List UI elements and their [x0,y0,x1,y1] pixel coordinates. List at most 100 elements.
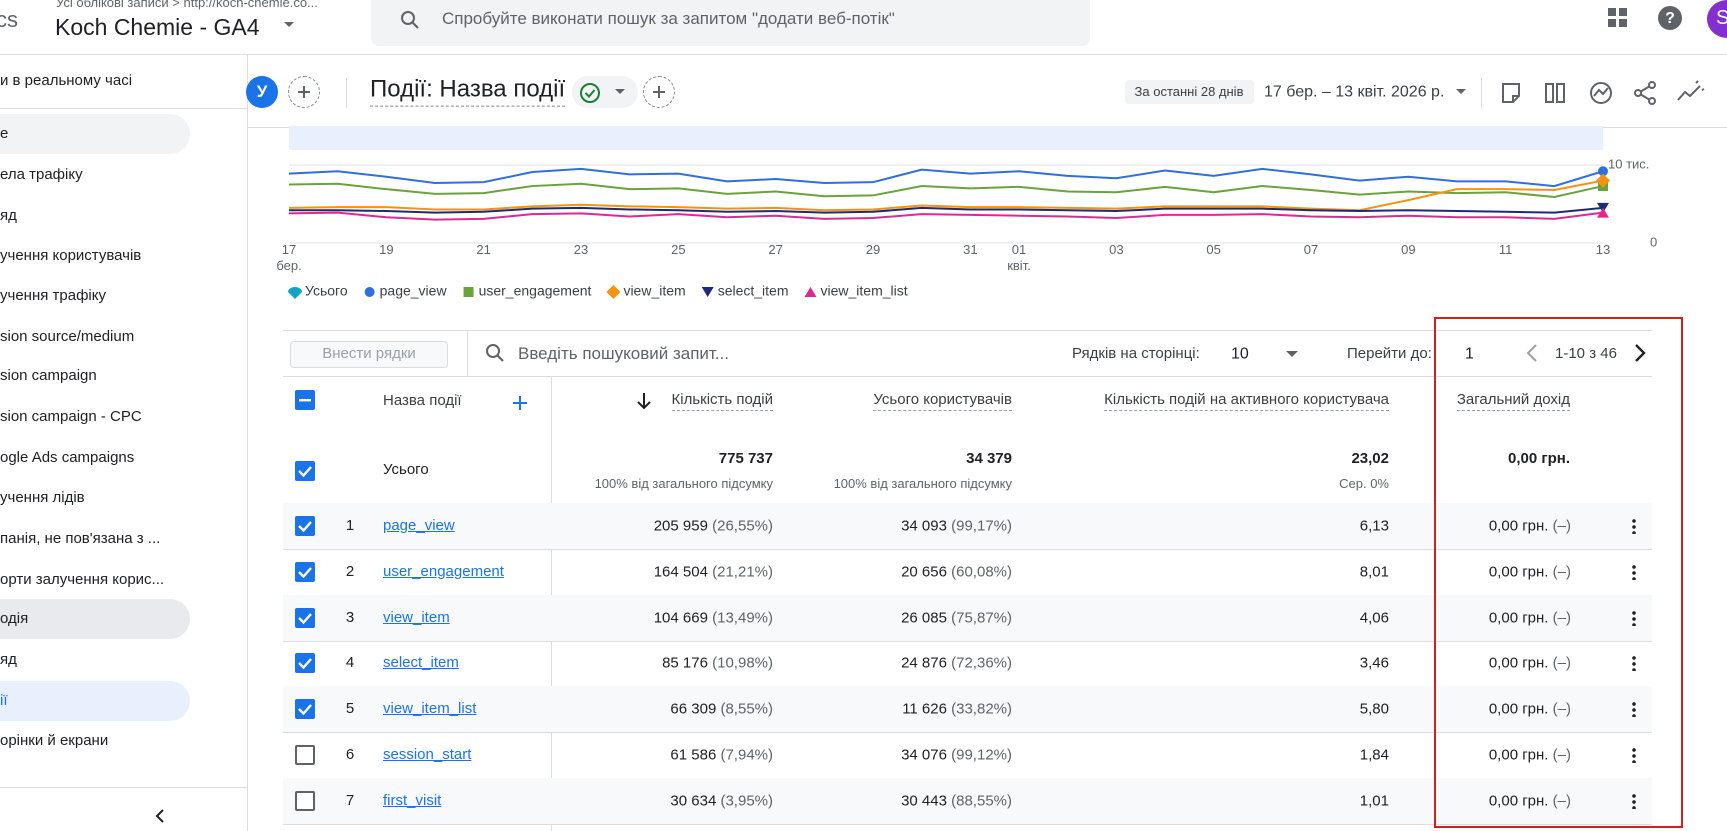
cell-value: 0,00 грн. [1488,700,1549,718]
cell-percent: (–) [1552,563,1571,581]
row-menu[interactable] [1631,609,1637,626]
row-checkbox[interactable] [295,561,315,582]
add-comparison[interactable] [288,76,320,108]
cell-value: 0,00 грн. [1488,609,1549,627]
rows-per-page[interactable]: 10 [1231,345,1249,363]
sidebar-item[interactable]: учення лідів [0,489,85,506]
select-all-checkbox[interactable] [295,390,315,410]
cell-value: 20 656 [901,563,947,581]
avatar-letter: S [1716,7,1727,29]
sidebar-highlight [0,599,190,639]
sidebar-item[interactable]: яд [0,207,17,224]
legend-label: view_item [623,283,685,299]
toolbar-border [248,127,1727,128]
sidebar-item[interactable]: учення користувачів [0,247,142,264]
point-marker [804,287,817,297]
add-rows-button[interactable] [290,341,448,368]
x-tick-label: 11 [1498,242,1513,257]
x-tick-label: 25 [671,242,686,257]
table-search-placeholder: Введіть пошуковий запит... [518,343,729,363]
cell-percent: (7,94%) [720,746,773,764]
legend-label: user_engagement [479,283,592,299]
sidebar-item[interactable]: учення трафіку [0,287,106,304]
sidebar-collapse[interactable] [152,808,168,824]
event-name[interactable]: select_item [383,654,459,672]
event-name[interactable]: view_item_list [383,700,477,718]
row-checkbox[interactable] [295,699,315,720]
column-header[interactable]: Кількість подій [671,391,773,411]
date-dropdown[interactable] [1455,88,1467,96]
row-menu[interactable] [1631,792,1637,809]
column-header[interactable]: Кількість подій на активного користувача [1104,391,1389,411]
point-marker [606,285,621,299]
next-page[interactable] [1632,343,1648,363]
row-checkbox[interactable] [295,516,315,536]
period[interactable]: 17 бер. – 13 квіт. 2026 р. [1264,83,1445,101]
avatar-circle[interactable] [1707,0,1727,38]
sidebar-item[interactable]: и в реальному часі [0,72,133,89]
cell-percent: (–) [1552,609,1571,627]
help-icon[interactable]: ? [1657,5,1683,31]
cell: 24 876 (72,36%) [901,655,1012,672]
sidebar-item[interactable]: sion campaign - CPC [0,408,142,425]
sidebar-item[interactable]: ogle Ads campaigns [0,449,135,466]
add-rows-label: Внести рядки [322,345,416,362]
check-mark [298,658,312,670]
cell: 34 076 (99,12%) [901,747,1012,764]
goto-value[interactable]: 1 [1465,345,1474,363]
cell-value: 34 093 [901,517,947,535]
column-header[interactable]: Назва події [383,392,462,409]
page-range: 1-10 з 46 [1555,345,1617,362]
sidebar-item[interactable]: е [0,125,9,142]
cell-value: 24 876 [901,654,947,672]
cell-value: 205 959 [653,517,708,535]
rows-dropdown[interactable] [1285,350,1299,358]
status-chip[interactable] [572,76,638,108]
event-name[interactable]: user_engagement [383,562,504,580]
sidebar-item[interactable]: sion source/medium [0,328,135,345]
search-box[interactable] [371,0,1090,46]
event-name[interactable]: first_visit [383,791,442,809]
row-checkbox[interactable] [295,745,315,765]
row-menu[interactable] [1631,563,1637,580]
row-menu[interactable] [1631,701,1637,718]
prev-page[interactable] [1524,343,1540,363]
event-name[interactable]: session_start [383,746,472,763]
cell-percent: (21,21%) [712,563,773,581]
row-menu[interactable] [1631,655,1637,672]
sidebar-item[interactable]: ії [0,692,8,709]
row-checkbox[interactable] [295,653,315,674]
sidebar-item[interactable]: яд [0,651,17,668]
row-menu[interactable] [1631,747,1637,763]
sidebar-item[interactable]: одія [0,610,29,627]
row-checkbox[interactable] [295,607,315,628]
event-name[interactable]: view_item [383,608,450,626]
column-header[interactable]: Усього користувачів [873,391,1012,411]
point-marker [1598,166,1608,177]
sidebar-item[interactable]: sion campaign [0,367,97,384]
property-dropdown[interactable] [283,21,295,29]
row-checkbox[interactable] [295,790,315,811]
column-header[interactable]: Загальний дохід [1456,391,1570,411]
cell-value: 0,00 грн. [1488,746,1549,764]
toolbar-icons[interactable] [1498,80,1727,106]
cell-value: 0,00 грн. [1488,792,1549,810]
totals-checkbox[interactable] [295,461,315,481]
add-filter[interactable] [643,76,675,108]
sidebar-item[interactable]: орти залучення корис... [0,571,165,588]
row-menu[interactable] [1631,518,1637,534]
cell-percent: (99,17%) [951,517,1012,535]
segment-letter: У [256,81,268,101]
sidebar-item[interactable]: орінки й екрани [0,732,109,749]
sort-arrow[interactable] [636,392,652,410]
x-tick-label: 01 квіт. [1007,242,1031,274]
sidebar-item[interactable]: ела трафіку [0,166,83,183]
sidebar-item[interactable]: панія, не пов'язана з ... [0,530,161,547]
cell-value: 1,84 [1359,746,1389,764]
apps-icon[interactable] [1606,6,1630,30]
cell-value: 0,00 грн. [1488,517,1549,535]
add-dimension[interactable] [512,395,528,411]
check-mark [298,567,312,579]
sidebar-divider [0,108,248,109]
event-name[interactable]: page_view [383,517,455,534]
